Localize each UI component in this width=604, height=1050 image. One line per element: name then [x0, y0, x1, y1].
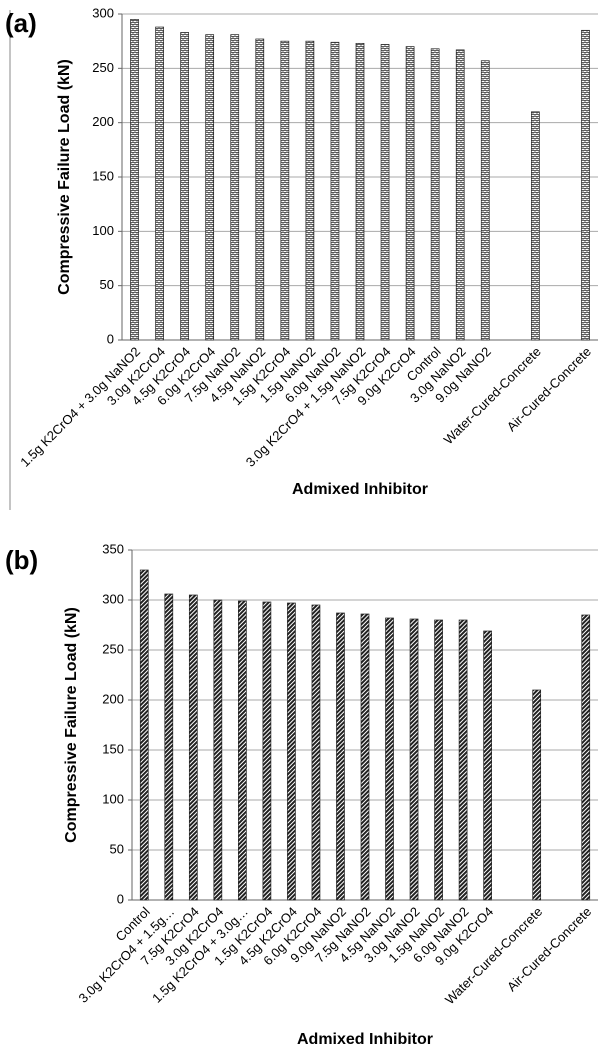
y-tick-label: 100: [102, 791, 124, 806]
bar: [213, 599, 223, 901]
bar: [380, 44, 390, 341]
x-tick-label: Air-Cured-Concrete: [504, 904, 594, 994]
bar: [336, 612, 345, 901]
bar: [139, 569, 149, 901]
y-axis-title: Compressive Failure Load (kN): [56, 59, 73, 295]
bar: [155, 26, 164, 341]
bar: [205, 34, 215, 341]
bar: [458, 619, 468, 901]
bar: [581, 614, 591, 901]
bar: [238, 600, 247, 901]
y-tick-label: 200: [102, 691, 124, 706]
y-tick-label: 350: [102, 541, 124, 556]
x-axis-title: Admixed Inhibitor: [292, 481, 428, 498]
bar: [305, 40, 315, 341]
bar: [311, 604, 321, 901]
bar: [164, 593, 174, 901]
bar: [409, 618, 419, 901]
y-tick-label: 250: [102, 641, 124, 656]
y-tick-label: 250: [92, 60, 114, 75]
y-tick-label: 0: [107, 331, 114, 346]
y-tick-label: 50: [100, 277, 114, 292]
bar: [483, 630, 492, 901]
bar: [360, 613, 370, 901]
panel-label: (b): [5, 545, 38, 575]
y-tick-label: 200: [92, 114, 114, 129]
y-tick-label: 100: [92, 223, 114, 238]
bar: [130, 19, 139, 341]
panel-label: (a): [5, 8, 37, 38]
bar: [180, 32, 189, 341]
y-tick-label: 0: [117, 891, 124, 906]
bar: [287, 602, 296, 901]
bar: [480, 60, 490, 341]
x-axis-title: Admixed Inhibitor: [297, 1031, 433, 1048]
y-tick-label: 150: [92, 168, 114, 183]
bar: [330, 41, 340, 341]
bar: [188, 594, 198, 901]
bar: [405, 46, 415, 341]
x-tick-label: 1.5g K2CrO4 + 3.0g NaNO2: [17, 344, 143, 470]
bar: [280, 40, 290, 341]
bar: [385, 617, 394, 901]
x-tick-label: Air-Cured-Concrete: [504, 344, 594, 434]
bar: [255, 38, 265, 341]
bar: [455, 49, 465, 341]
bar: [230, 34, 240, 341]
bar: [532, 689, 542, 901]
y-tick-label: 50: [110, 841, 124, 856]
bar: [434, 619, 443, 901]
bar: [581, 29, 590, 341]
y-tick-label: 150: [102, 741, 124, 756]
bar: [531, 111, 540, 341]
y-tick-label: 300: [92, 5, 114, 20]
bar: [262, 601, 272, 901]
bar: [355, 42, 365, 341]
y-tick-label: 300: [102, 591, 124, 606]
y-axis-title: Compressive Failure Load (kN): [63, 607, 80, 843]
bar: [430, 48, 440, 341]
